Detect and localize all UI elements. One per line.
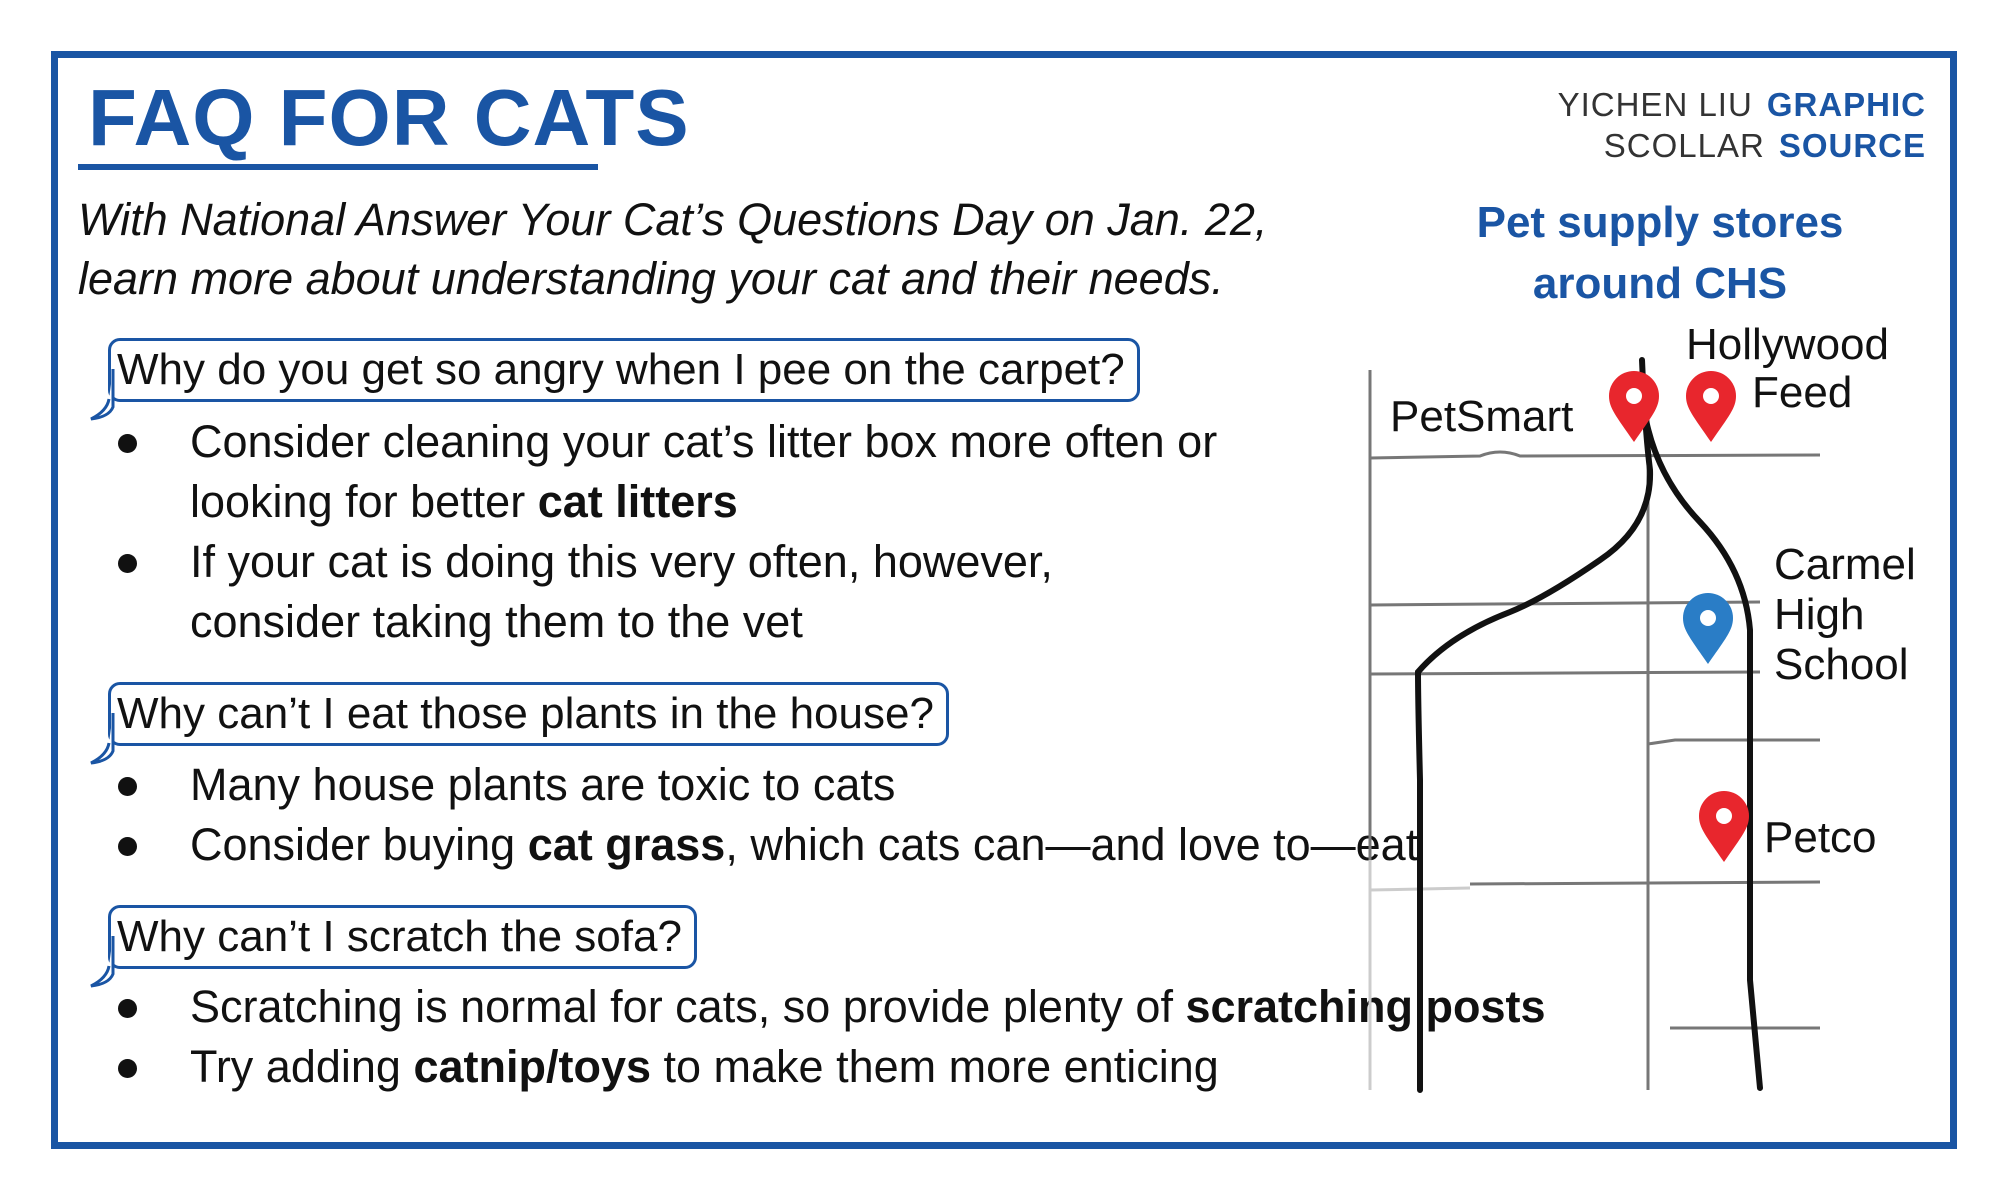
answer-after: to make them more enticing [651,1041,1219,1092]
faq-question-1-text: Why do you get so angry when I pee on th… [117,345,1125,394]
street-map [1368,357,1821,1093]
credit-source: SCOLLAR SOURCE [1558,125,1926,166]
speech-tail-icon [90,936,115,988]
page-title: FAQ FOR CATS [88,73,690,162]
faq-answer-2-1: Many house plants are toxic to cats [118,755,1518,815]
road-west [1414,357,1654,1093]
speech-tail-icon [90,369,115,421]
hollywood-feed-pin-icon [1686,371,1736,442]
map-label-carmel-line3: School [1774,640,1909,689]
street-h5 [1469,880,1821,886]
faq-answers-1: Consider cleaning your cat’s litter box … [118,412,1318,652]
credit-graphic-role: GRAPHIC [1766,86,1926,123]
credit-source-name: SCOLLAR [1603,127,1765,164]
carmel-high-school-pin-icon [1683,593,1733,664]
map-label-carmel-line1: Carmel [1774,540,1916,589]
faq-answers-3: Scratching is normal for cats, so provid… [118,977,1618,1097]
speech-tail-icon [90,713,115,765]
street-h3 [1369,670,1761,676]
petco-pin-icon [1699,791,1749,862]
faq-question-3: Why can’t I scratch the sofa? [90,905,697,988]
faq-answers-2: Many house plants are toxic to cats Cons… [118,755,1518,875]
petsmart-pin-icon [1609,371,1659,442]
credit-graphic: YICHEN LIU GRAPHIC [1558,84,1926,125]
credit-source-role: SOURCE [1778,127,1926,164]
answer-bold: catnip/toys [413,1041,651,1092]
map-label-carmel-line2: High [1774,590,1865,639]
answer-bold: cat litters [537,476,738,527]
faq-answer-3-1: Scratching is normal for cats, so provid… [118,977,1618,1037]
street-h4 [1647,738,1820,746]
major-roads [1414,357,1763,1093]
map-label-hollywood-line2: Feed [1752,368,1853,417]
title-underline [78,164,598,170]
faq-answer-1-1: Consider cleaning your cat’s litter box … [118,412,1318,532]
credits: YICHEN LIU GRAPHIC SCOLLAR SOURCE [1558,84,1926,166]
answer-text: Consider buying [190,819,528,870]
street-h1 [1369,450,1821,460]
answer-text: Try adding [190,1041,414,1092]
answer-bold: scratching posts [1185,981,1546,1032]
answer-text: If your cat is doing this very often, ho… [190,536,1053,647]
answer-text: Many house plants are toxic to cats [190,759,896,810]
faq-question-3-text: Why can’t I scratch the sofa? [117,912,682,961]
road-east [1643,417,1763,1091]
faq-question-2-text: Why can’t I eat those plants in the hous… [117,689,934,738]
answer-bold: cat grass [527,819,726,870]
faq-answer-1-2: If your cat is doing this very often, ho… [118,532,1070,652]
map-label-petco: Petco [1764,813,1877,862]
page-frame [51,51,1957,1149]
credit-graphic-name: YICHEN LIU [1557,86,1753,123]
map-label-petsmart: PetSmart [1390,392,1574,441]
intro-text: With National Answer Your Cat’s Question… [78,194,1268,304]
answer-text: Scratching is normal for cats, so provid… [190,981,1186,1032]
answer-text: Consider cleaning your cat’s litter box … [190,416,1218,527]
answer-after: , which cats can—and love to—eat [725,819,1419,870]
map-label-hollywood-line1: Hollywood [1686,320,1889,369]
faq-answer-3-2: Try adding catnip/toys to make them more… [118,1037,1618,1097]
faq-question-1: Why do you get so angry when I pee on th… [90,338,1140,421]
faq-answer-2-2: Consider buying cat grass, which cats ca… [118,815,1518,875]
faq-question-2: Why can’t I eat those plants in the hous… [90,682,949,765]
map-title: Pet supply stores around CHS [1476,198,1844,308]
